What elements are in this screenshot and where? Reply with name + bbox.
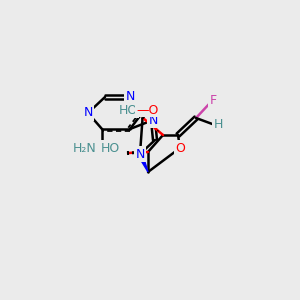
- Text: N: N: [125, 91, 135, 103]
- Text: N: N: [83, 106, 93, 119]
- Text: O: O: [175, 142, 185, 154]
- Text: HO: HO: [118, 103, 138, 116]
- Text: —O: —O: [136, 103, 158, 116]
- Text: HO: HO: [100, 142, 120, 154]
- Polygon shape: [138, 153, 148, 172]
- Text: N: N: [135, 148, 145, 160]
- Text: N: N: [148, 113, 158, 127]
- Text: H: H: [213, 118, 223, 131]
- Text: F: F: [209, 94, 217, 107]
- Text: H₂N: H₂N: [73, 142, 97, 154]
